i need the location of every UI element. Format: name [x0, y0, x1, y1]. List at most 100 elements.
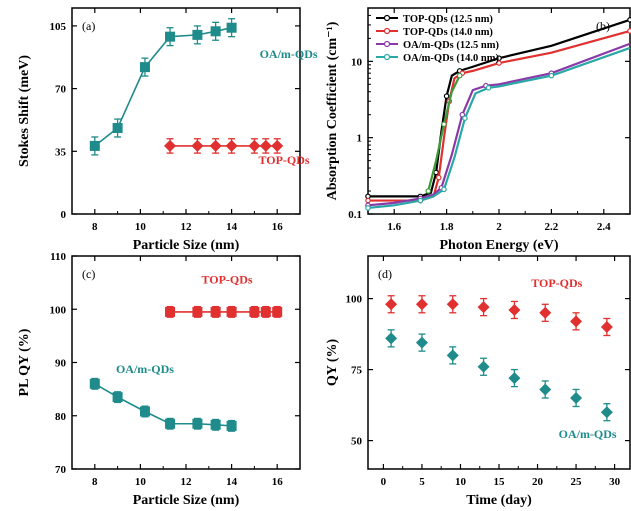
x-tick-label: 10: [455, 476, 467, 488]
line-marker: [548, 72, 555, 79]
data-point: [385, 298, 398, 311]
legend-marker: [383, 14, 391, 22]
annotation-red: TOP-QDs: [201, 273, 252, 287]
x-tick-label: 12: [181, 221, 193, 233]
data-point: [226, 22, 237, 33]
data-point: [539, 383, 552, 396]
data-point: [415, 298, 428, 311]
x-axis-title: Particle Size (nm): [133, 238, 240, 253]
data-point: [112, 392, 123, 403]
y-axis-title: Absorption Coefficient (cm⁻¹): [325, 21, 340, 200]
y-tick-label: 90: [55, 358, 67, 370]
series-oa-m-qds-12-5-nm-: [365, 42, 631, 209]
line-marker: [435, 174, 442, 181]
data-point: [210, 306, 221, 317]
plot-frame: [367, 7, 631, 215]
panel-c: 8 10 12 14 16 70 80 90 100 110 Particle Size (nm) P…: [17, 251, 301, 508]
data-point: [89, 140, 100, 151]
data-point: [191, 139, 204, 152]
data-point: [260, 306, 271, 317]
panel-label: (a): [82, 19, 95, 33]
annotation-teal: OA/m-QDs: [260, 47, 318, 61]
y-tick-label: 0: [61, 209, 67, 221]
x-tick-label: 1.8: [440, 221, 454, 233]
series-top-qds: [165, 305, 283, 318]
legend-entry: OA/m-QDs (12.5 nm): [403, 40, 499, 51]
x-tick-label: 5: [419, 476, 425, 488]
y-tick-label: 105: [50, 21, 67, 33]
series-oa-m-qds: [89, 377, 237, 432]
data-point: [226, 420, 237, 431]
line-marker: [627, 28, 631, 34]
data-point: [210, 419, 221, 430]
x-tick-label: 8: [92, 476, 98, 488]
line-marker: [417, 197, 424, 204]
x-tick-label: 16: [272, 221, 284, 233]
line-marker: [441, 186, 447, 193]
y-axis-title: QY (%): [325, 339, 340, 387]
legend-marker: [383, 40, 391, 48]
x-tick-label: 25: [571, 476, 583, 488]
line-marker: [627, 17, 631, 23]
data-point: [446, 298, 459, 311]
x-tick-label: 14: [226, 221, 238, 233]
y-tick-label: 10: [351, 56, 363, 68]
series-line: [94, 383, 232, 427]
annotation-red: TOP-QDs: [531, 276, 582, 290]
y-axis-title: Stokes Shift (meV): [17, 55, 32, 167]
y-tick-label: 75: [351, 365, 363, 377]
data-point: [165, 418, 176, 429]
data-point: [192, 29, 203, 40]
x-tick-label: 10: [135, 221, 147, 233]
line-marker: [441, 121, 447, 128]
x-axis-title: Photon Energy (eV): [440, 238, 559, 253]
data-point: [139, 406, 150, 417]
data-point: [570, 315, 583, 328]
x-tick-label: 2.4: [597, 221, 611, 233]
line-marker: [496, 60, 502, 66]
data-point: [415, 336, 428, 349]
x-tick-label: 15: [494, 476, 506, 488]
data-point: [112, 123, 123, 134]
plot-frame: [71, 255, 301, 470]
data-point: [209, 139, 222, 152]
series-top-qds: [385, 295, 613, 337]
x-axis-title: Particle Size (nm): [133, 493, 240, 508]
data-point: [89, 378, 100, 389]
legend-entry: TOP-QDs (14.0 nm): [403, 27, 493, 38]
data-point: [248, 139, 261, 152]
y-tick-label: 1: [357, 133, 363, 145]
data-point: [164, 139, 177, 152]
data-point: [210, 26, 221, 37]
panel-a: 8 10 12 14 16 0 35 70 105 Particle Size (nm) Stoke…: [17, 7, 318, 253]
series-oa-m-qds: [89, 18, 237, 156]
line-marker: [459, 111, 466, 118]
line-marker: [365, 205, 371, 211]
panel-label: (c): [82, 267, 95, 281]
x-tick-label: 2.2: [545, 221, 559, 233]
data-point: [385, 332, 398, 345]
data-point: [192, 418, 203, 429]
series-line: [367, 42, 631, 207]
data-point: [259, 139, 272, 152]
y-tick-label: 80: [55, 411, 67, 423]
line-marker: [462, 115, 468, 121]
data-point: [165, 306, 176, 317]
line-marker: [443, 93, 450, 99]
plot-frame: [71, 7, 301, 215]
data-point: [226, 306, 237, 317]
panel-label: (d): [378, 267, 392, 281]
panel-b: 1.6 1.8 2 2.2 2.4 0.1 1 10 Photon Energy (eV) Abs…: [325, 7, 631, 253]
y-axis-title: PL QY (%): [17, 328, 32, 396]
y-tick-label: 70: [55, 84, 67, 96]
data-point: [139, 62, 150, 73]
line-marker: [485, 85, 492, 91]
data-point: [165, 31, 176, 42]
x-tick-label: 30: [609, 476, 621, 488]
legend-entry: TOP-QDs (12.5 nm): [403, 14, 493, 25]
x-tick-label: 2: [496, 221, 502, 233]
y-tick-label: 100: [346, 294, 363, 306]
y-tick-label: 110: [50, 251, 66, 263]
legend: TOP-QDs (12.5 nm) TOP-QDs (14.0 nm) OA/m-Q…: [376, 14, 499, 64]
